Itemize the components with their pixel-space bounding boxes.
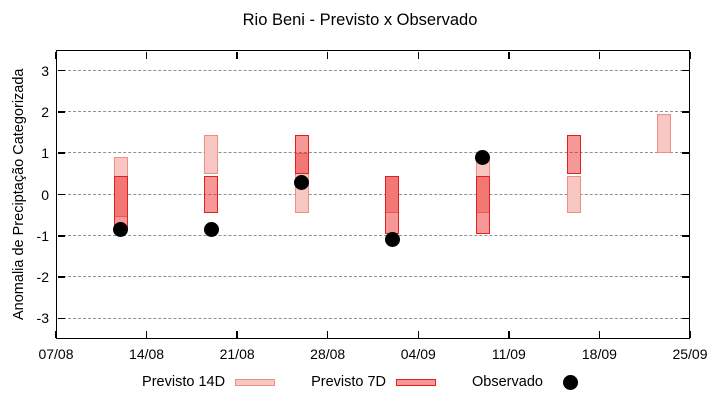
y-tick-label: -3: [36, 310, 49, 327]
y-tick-label: 3: [41, 62, 49, 79]
y-tick-label: -1: [36, 227, 49, 244]
y-tick-label: 0: [41, 186, 49, 203]
bar-previsto-7d: [294, 134, 309, 174]
x-tick-label: 11/09: [491, 346, 526, 362]
bar-previsto-7d: [566, 134, 581, 174]
x-tick-label: 14/08: [129, 346, 165, 362]
x-tick-mark: [689, 330, 691, 338]
x-tick-label: 04/09: [400, 346, 436, 362]
y-tick-mark-right: [681, 193, 689, 196]
y-tick-label: 1: [41, 145, 49, 162]
x-tick-mark: [236, 330, 238, 338]
y-gridline: [58, 317, 688, 319]
y-tick-mark: [57, 276, 65, 278]
observado-dot: [384, 232, 400, 248]
x-tick-label: 07/08: [38, 346, 74, 362]
legend-label: Previsto 7D: [311, 374, 387, 390]
x-tick-mark-top: [236, 51, 238, 59]
bar-previsto-14d: [204, 134, 219, 174]
x-tick-label: 18/09: [581, 346, 617, 362]
bar-previsto-7d: [204, 175, 219, 214]
x-tick-mark-top: [508, 51, 510, 59]
y-tick-mark: [57, 111, 65, 113]
x-tick-mark: [598, 330, 601, 338]
x-tick-mark-top: [598, 51, 601, 59]
legend-label: Observado: [472, 374, 543, 390]
y-gridline: [58, 276, 688, 278]
y-tick-label: -2: [36, 269, 49, 286]
y-tick-mark-right: [681, 317, 689, 320]
y-tick-mark-right: [681, 111, 689, 113]
legend-item-previsto-14d: Previsto 14D: [142, 374, 276, 390]
y-tick-mark: [57, 193, 65, 196]
bar-previsto-14d: [657, 113, 672, 154]
x-tick-mark: [55, 330, 57, 338]
y-tick-mark: [57, 317, 65, 320]
y-gridline: [58, 152, 688, 154]
x-tick-label: 25/09: [672, 346, 708, 362]
legend-item-previsto-7d: Previsto 7D: [311, 374, 437, 390]
y-gridline: [58, 235, 688, 237]
y-tick-mark-right: [681, 69, 689, 72]
legend-item-observado: Observado: [472, 374, 578, 390]
y-tick-mark-right: [681, 276, 689, 278]
x-tick-mark: [508, 330, 510, 338]
y-tick-mark: [57, 69, 65, 72]
y-gridline: [58, 69, 688, 71]
y-gridline: [58, 111, 688, 113]
x-tick-mark-top: [145, 51, 148, 59]
y-tick-mark-right: [681, 152, 689, 154]
chart-title: Rio Beni - Previsto x Observado: [242, 11, 478, 29]
observado-dot: [294, 174, 310, 190]
x-tick-mark: [145, 330, 148, 338]
observado-dot: [113, 222, 129, 238]
x-tick-mark: [417, 330, 420, 338]
x-tick-label: 28/08: [310, 346, 346, 362]
x-tick-mark: [326, 330, 329, 338]
legend-dot-observado-icon: [562, 374, 578, 390]
y-gridline: [58, 193, 688, 195]
y-tick-mark-right: [681, 235, 689, 237]
legend-swatch-previsto-7d-icon: [396, 378, 437, 386]
y-tick-label: 2: [41, 103, 49, 120]
bar-previsto-7d: [475, 175, 490, 234]
x-tick-mark-top: [417, 51, 420, 59]
legend-swatch-previsto-14d-icon: [235, 378, 276, 386]
y-tick-mark: [57, 235, 65, 237]
legend: Previsto 14D Previsto 7D Observado: [0, 370, 720, 394]
observado-dot: [203, 222, 219, 238]
bar-previsto-14d: [566, 175, 581, 214]
y-tick-mark: [57, 152, 65, 154]
x-tick-mark-top: [55, 51, 57, 59]
x-tick-label: 21/08: [219, 346, 255, 362]
legend-label: Previsto 14D: [142, 374, 226, 390]
x-tick-mark-top: [326, 51, 329, 59]
plot-area: [56, 50, 690, 339]
x-tick-mark-top: [689, 51, 691, 59]
observado-dot: [475, 149, 491, 165]
